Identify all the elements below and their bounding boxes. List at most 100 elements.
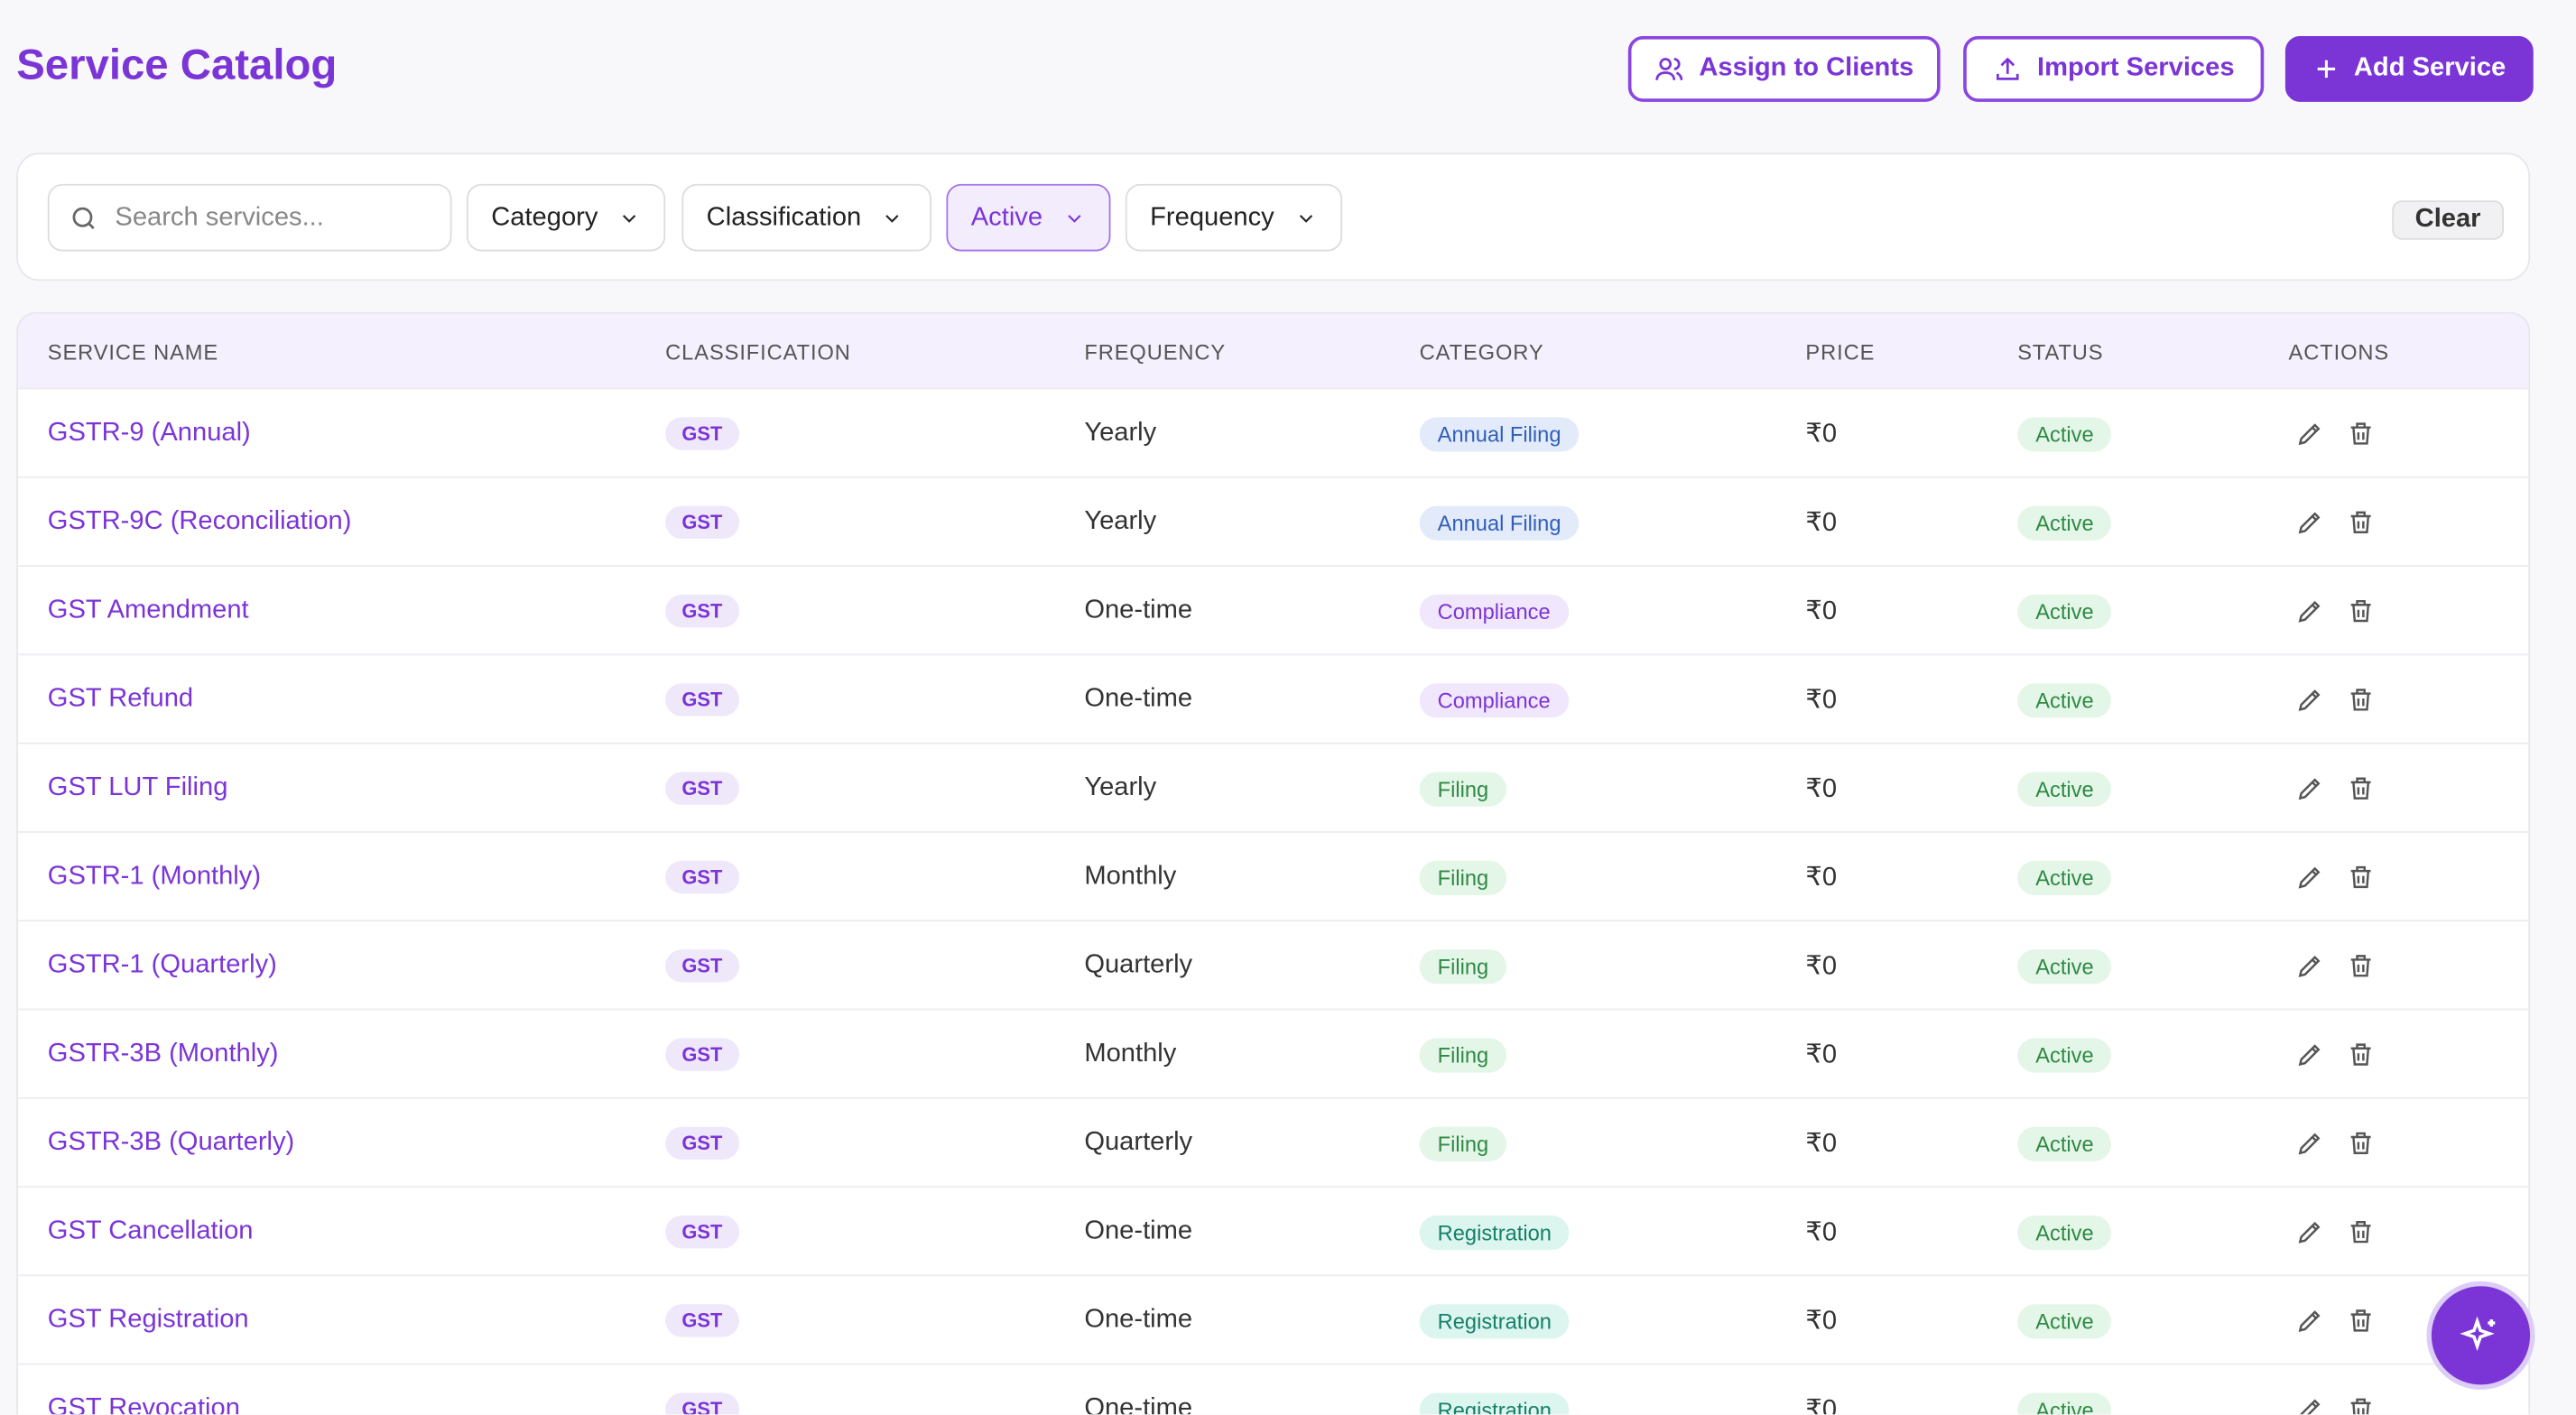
delete-icon[interactable] <box>2346 685 2376 715</box>
cell: Active <box>2017 1365 2112 1415</box>
service-name[interactable]: GSTR-9 (Annual) <box>47 419 251 448</box>
icon <box>1655 58 1683 80</box>
ai-assistant-button[interactable] <box>2431 1286 2531 1385</box>
edit-icon[interactable] <box>2295 1040 2325 1069</box>
delete-icon[interactable] <box>2346 507 2376 537</box>
price: ₹0 <box>1805 1041 1838 1069</box>
service-name[interactable]: GST Amendment <box>47 596 249 624</box>
cell: GSTR-3B (Quarterly) <box>48 1099 294 1188</box>
delete-icon[interactable] <box>2346 863 2376 892</box>
classification-badge: GST <box>665 1215 739 1249</box>
cell: Annual Filing <box>1419 478 1580 567</box>
service-name[interactable]: GSTR-1 (Monthly) <box>47 862 262 891</box>
delete-icon[interactable] <box>2346 773 2376 803</box>
label: Category <box>491 202 598 231</box>
icon <box>2460 1316 2496 1352</box>
table-header: SERVICE NAME CLASSIFICATION FREQUENCY CATEG… <box>18 313 2529 388</box>
service-name[interactable]: GSTR-3B (Quarterly) <box>47 1128 295 1157</box>
cell: ₹0 <box>1805 833 1837 921</box>
import-button[interactable]: Import Services <box>1963 36 2265 102</box>
cell: GSTR-1 (Monthly) <box>48 833 261 921</box>
delete-icon[interactable] <box>2346 1306 2376 1336</box>
classification-badge: GST <box>665 683 739 717</box>
cell: GST <box>665 1188 739 1276</box>
cell: One-time <box>1084 1365 1192 1414</box>
cell: ₹0 <box>1805 655 1837 744</box>
cell: GST <box>665 1276 739 1364</box>
delete-icon[interactable] <box>2346 419 2376 449</box>
status-badge: Active <box>2017 504 2112 540</box>
page-title: Service Catalog <box>16 39 338 89</box>
service-name[interactable]: GST Refund <box>47 685 194 713</box>
column-header: SERVICE NAME <box>47 339 219 365</box>
service-name[interactable]: GSTR-9C (Reconciliation) <box>47 507 352 536</box>
cell <box>2289 1188 2376 1276</box>
filter-dropdown[interactable]: Active <box>946 183 1111 252</box>
cell: One-time <box>1084 567 1192 655</box>
cell: Yearly <box>1084 389 1156 477</box>
cell: ₹0 <box>1805 1099 1837 1188</box>
cell: ₹0 <box>1805 744 1837 833</box>
filter-dropdown[interactable]: Frequency <box>1125 183 1343 252</box>
filter-bar: Search services... Category Classificatio… <box>16 153 2531 282</box>
cell: Yearly <box>1084 744 1156 833</box>
status-badge: Active <box>2017 682 2112 717</box>
classification-badge: GST <box>665 1126 739 1161</box>
assign-button[interactable]: Assign to Clients <box>1627 36 1941 102</box>
cell <box>2289 655 2376 744</box>
service-name[interactable]: GST LUT Filing <box>47 773 228 802</box>
edit-icon[interactable] <box>2295 507 2325 537</box>
edit-icon[interactable] <box>2295 773 2325 803</box>
category-badge: Registration <box>1419 1303 1570 1338</box>
frequency: One-time <box>1084 1306 1193 1335</box>
price: ₹0 <box>1805 1307 1838 1336</box>
edit-icon[interactable] <box>2295 685 2325 715</box>
service-name[interactable]: GSTR-3B (Monthly) <box>47 1040 279 1068</box>
delete-icon[interactable] <box>2346 1217 2376 1247</box>
delete-icon[interactable] <box>2346 1040 2376 1069</box>
table-row: GST Refund GST One-time Compliance ₹0 Active <box>18 653 2529 744</box>
add-button[interactable]: Add Service <box>2284 36 2534 102</box>
cell: Annual Filing <box>1419 389 1580 477</box>
edit-icon[interactable] <box>2295 1394 2325 1415</box>
delete-icon[interactable] <box>2346 1128 2376 1158</box>
delete-icon[interactable] <box>2346 597 2376 626</box>
cell: Compliance <box>1419 567 1569 655</box>
edit-icon[interactable] <box>2295 419 2325 449</box>
cell: GST <box>665 567 739 655</box>
delete-icon[interactable] <box>2346 951 2376 981</box>
cell: Compliance <box>1419 655 1569 744</box>
service-name[interactable]: GSTR-1 (Quarterly) <box>47 950 277 979</box>
cell: One-time <box>1084 1188 1192 1276</box>
cell: GST <box>665 744 739 833</box>
edit-icon[interactable] <box>2295 1128 2325 1158</box>
price: ₹0 <box>1805 1218 1838 1247</box>
price: ₹0 <box>1805 775 1838 804</box>
service-name[interactable]: GST Cancellation <box>47 1216 254 1245</box>
label: Add Service <box>2353 54 2507 83</box>
cell: GSTR-3B (Monthly) <box>48 1010 279 1098</box>
chevron <box>1299 214 1312 222</box>
cell: Quarterly <box>1084 921 1192 1010</box>
cell: GST LUT Filing <box>48 744 228 833</box>
filter-dropdown[interactable]: Category <box>466 183 666 252</box>
clear-button[interactable]: Clear <box>2392 200 2504 240</box>
cell: Filing <box>1419 921 1507 1010</box>
edit-icon[interactable] <box>2295 1217 2325 1247</box>
label: Assign to Clients <box>1699 54 1914 83</box>
edit-icon[interactable] <box>2295 597 2325 626</box>
chevron <box>885 214 899 222</box>
edit-icon[interactable] <box>2295 1306 2325 1336</box>
service-name[interactable]: GST Revocation <box>47 1394 240 1415</box>
edit-icon[interactable] <box>2295 863 2325 892</box>
search-input[interactable]: Search services... <box>47 183 452 252</box>
service-name[interactable]: GST Registration <box>47 1306 249 1335</box>
filter-dropdown[interactable]: Classification <box>681 183 932 252</box>
delete-icon[interactable] <box>2346 1394 2376 1415</box>
icon <box>1996 57 2019 80</box>
cell: GST <box>665 1365 739 1415</box>
price: ₹0 <box>1805 597 1838 626</box>
edit-icon[interactable] <box>2295 951 2325 981</box>
